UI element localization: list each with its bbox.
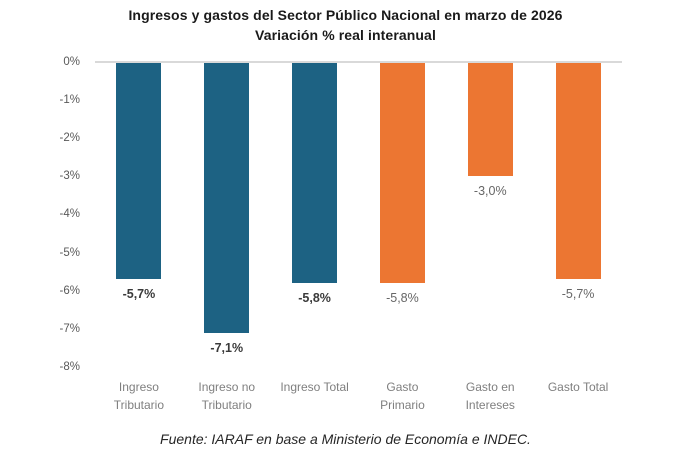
category-label-ingreso-tributario: Ingreso Tributario	[90, 378, 188, 414]
y-tick-label: -8%	[59, 360, 80, 373]
category-label-line: Gasto Total	[547, 380, 609, 394]
bar-gasto-en-intereses	[467, 63, 513, 177]
bar-gasto-primario	[379, 63, 425, 283]
y-tick-label: -7%	[59, 322, 80, 335]
y-tick-label: -3%	[59, 170, 80, 183]
category-label-ingreso-total: Ingreso Total	[266, 378, 364, 396]
bar-gasto-total	[555, 63, 601, 280]
category-label-gasto-en-intereses: Gasto en Intereses	[441, 378, 539, 414]
bar-ingreso-total	[292, 63, 338, 283]
category-label-gasto-total: Gasto Total	[529, 378, 627, 396]
y-axis: 0% -1% -2% -3% -4% -5% -6% -7% -8%	[0, 0, 82, 467]
category-label-line: Tributario	[113, 398, 165, 412]
value-label-ingreso-no-tributario: -7,1%	[210, 340, 244, 355]
bar-ingreso-tributario	[116, 63, 162, 280]
chart-title-block: Ingresos y gastos del Sector Público Nac…	[0, 5, 691, 45]
chart-subtitle: Variación % real interanual	[255, 27, 436, 43]
y-tick-label: 0%	[63, 56, 80, 68]
plot-area: -5,7% -7,1% -5,8% -5,8% -3,0% -5,7%	[95, 61, 622, 368]
category-label-line: Ingreso	[118, 380, 159, 394]
value-label-gasto-en-intereses: -3,0%	[473, 184, 507, 199]
value-label-gasto-primario: -5,8%	[386, 290, 419, 305]
category-label-ingreso-no-tributario: Ingreso no Tributario	[178, 378, 276, 414]
source-note: Fuente: IARAF en base a Ministerio de Ec…	[160, 431, 531, 447]
category-label-line: Intereses	[465, 398, 515, 412]
category-label-line: Gasto	[386, 380, 419, 394]
category-label-line: Gasto en	[465, 380, 515, 394]
value-label-gasto-total: -5,7%	[561, 287, 595, 302]
category-label-line: Ingreso no	[198, 380, 256, 394]
value-label-ingreso-tributario: -5,7%	[122, 287, 156, 302]
category-label-line: Ingreso Total	[280, 380, 349, 394]
value-label-ingreso-total: -5,8%	[298, 290, 331, 305]
y-tick-label: -4%	[59, 208, 80, 221]
y-tick-label: -2%	[59, 132, 80, 145]
category-label-gasto-primario: Gasto Primario	[354, 378, 452, 414]
zero-gridline	[95, 61, 622, 63]
y-tick-label: -1%	[59, 94, 80, 107]
y-tick-label: -6%	[59, 284, 80, 297]
category-label-line: Primario	[380, 398, 425, 412]
category-label-line: Tributario	[201, 398, 252, 412]
bar-ingreso-no-tributario	[204, 63, 250, 333]
chart-title: Ingresos y gastos del Sector Público Nac…	[128, 7, 563, 23]
y-tick-label: -5%	[59, 246, 80, 259]
